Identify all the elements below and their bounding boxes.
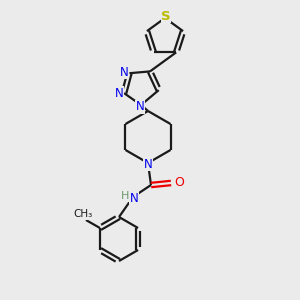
Text: N: N — [115, 87, 124, 100]
Text: N: N — [136, 100, 144, 113]
Text: H: H — [121, 191, 129, 201]
Text: N: N — [130, 191, 138, 205]
Text: N: N — [144, 158, 152, 170]
Text: CH₃: CH₃ — [73, 209, 93, 219]
Text: O: O — [174, 176, 184, 190]
Text: S: S — [161, 10, 171, 22]
Text: N: N — [120, 66, 129, 79]
